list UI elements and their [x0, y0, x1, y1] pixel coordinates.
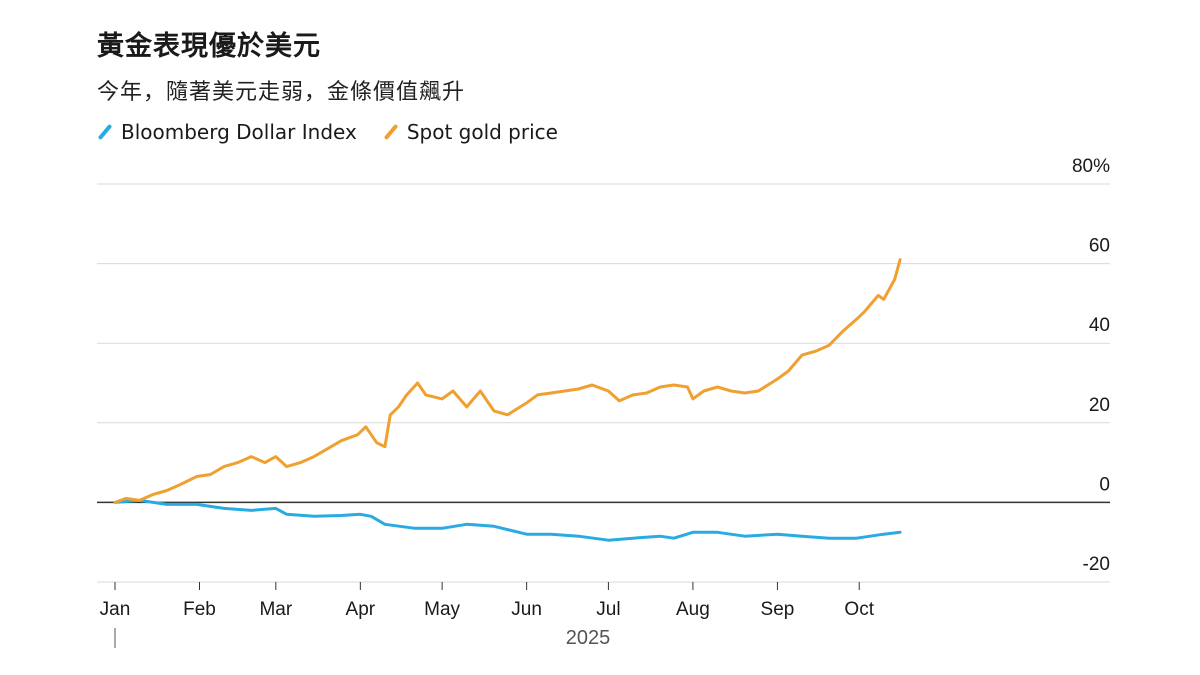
x-tick-label: Jul: [596, 599, 620, 620]
y-tick-label: 40: [1089, 315, 1110, 336]
y-tick-label: 60: [1089, 236, 1110, 257]
x-tick-label: Jun: [511, 599, 542, 620]
legend-item-dollar-index: Bloomberg Dollar Index: [97, 120, 357, 144]
chart-title: 黃金表現優於美元: [97, 31, 321, 62]
x-tick-label: Feb: [183, 599, 216, 620]
x-tick-label: Aug: [676, 599, 710, 620]
year-label: 2025: [566, 627, 611, 649]
legend-label-gold-price: Spot gold price: [406, 120, 558, 144]
x-tick-label: Apr: [346, 599, 376, 620]
x-tick-label: Sep: [761, 599, 795, 620]
x-tick-label: Jan: [100, 599, 131, 620]
legend: Bloomberg Dollar Index Spot gold price: [97, 120, 584, 144]
y-tick-label: 80%: [1072, 156, 1110, 177]
y-tick-label: 20: [1089, 395, 1110, 416]
series-line-gold-price: [113, 258, 902, 504]
x-tick-label: May: [424, 599, 460, 620]
y-tick-label: -20: [1083, 554, 1110, 575]
chart-subtitle: 今年，隨著美元走弱，金條價值飆升: [97, 80, 466, 105]
legend-item-gold-price: Spot gold price: [383, 120, 558, 144]
x-tick-label: Oct: [844, 599, 874, 620]
x-tick-label: Mar: [259, 599, 292, 620]
y-tick-label: 0: [1099, 474, 1110, 495]
legend-label-dollar-index: Bloomberg Dollar Index: [121, 120, 357, 144]
series-line-dollar-index: [113, 498, 902, 542]
